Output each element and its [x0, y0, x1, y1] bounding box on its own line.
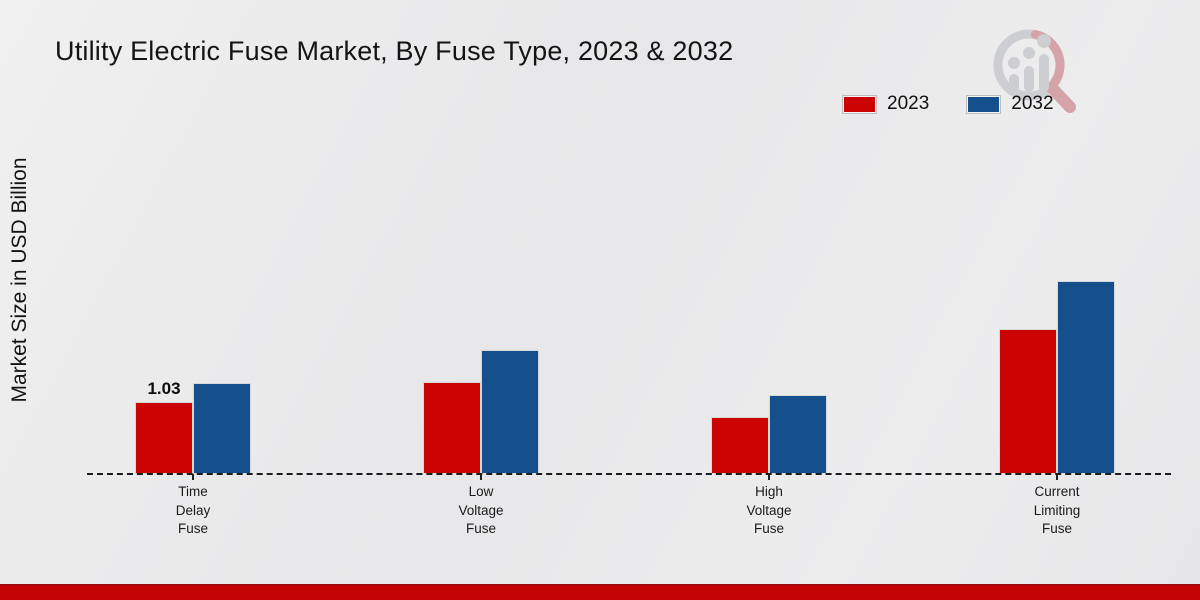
x-axis-category-label: Current Limiting Fuse: [1033, 484, 1081, 536]
bar-2032-time-delay-fuse: [193, 383, 251, 474]
bar-2032-current-limiting-fuse: [1057, 281, 1115, 474]
bar-2023-high-voltage-fuse: [711, 417, 769, 474]
x-axis-category-label: Time Delay Fuse: [175, 484, 211, 536]
bar-value-label: 1.03: [147, 379, 181, 398]
footer-red-strip: [0, 584, 1200, 600]
legend-label-2032: 2032: [1011, 93, 1054, 114]
bar-2023-low-voltage-fuse: [423, 382, 481, 474]
legend-swatch-2023: [843, 95, 876, 113]
bar-2023-current-limiting-fuse: [999, 329, 1057, 474]
x-axis-tick: [192, 474, 194, 480]
x-axis-category-label: Low Voltage Fuse: [458, 484, 504, 536]
chart-title: Utility Electric Fuse Market, By Fuse Ty…: [55, 36, 734, 66]
bar-2032-high-voltage-fuse: [769, 395, 827, 474]
x-axis-tick: [480, 474, 482, 480]
y-axis-label: Market Size in USD Billion: [8, 157, 31, 403]
magnifier-growth-bars-logo-icon: [983, 18, 1083, 118]
x-axis-tick: [768, 474, 770, 480]
legend-label-2023: 2023: [887, 93, 930, 114]
bar-2032-low-voltage-fuse: [481, 350, 539, 474]
x-axis-category-label: High Voltage Fuse: [746, 484, 792, 536]
x-axis-baseline: [87, 473, 1171, 475]
plot-area: 1.03: [85, 0, 1175, 475]
legend-item-2023: 2023: [843, 93, 929, 115]
legend-swatch-2032: [967, 95, 1001, 113]
bar-2023-time-delay-fuse: [135, 402, 193, 474]
legend-item-2032: 2032: [967, 93, 1054, 115]
legend: 2023 2032: [843, 93, 1054, 115]
x-axis-tick: [1056, 474, 1058, 480]
